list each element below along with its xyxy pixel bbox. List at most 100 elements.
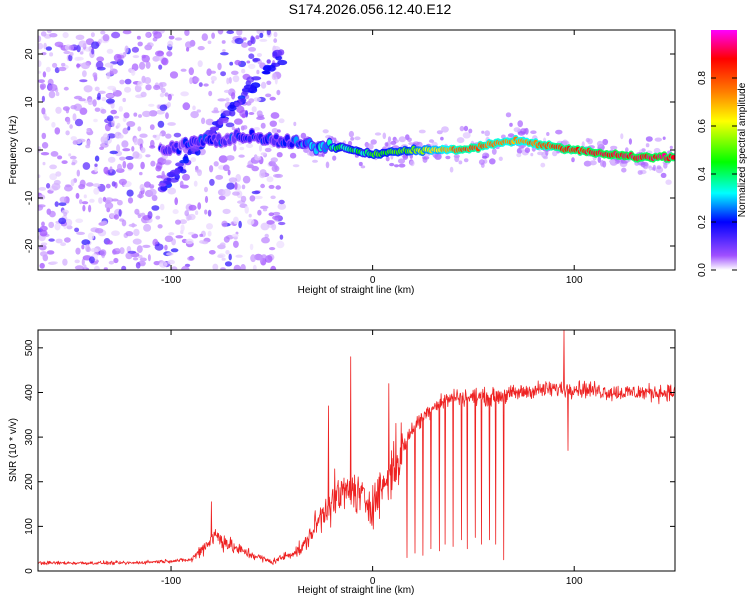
noise-blob — [94, 228, 104, 234]
noise-blob — [147, 42, 151, 49]
noise-blob — [57, 155, 63, 160]
noise-blob — [38, 187, 47, 191]
noise-blob — [240, 264, 246, 270]
noise-blob — [134, 208, 140, 215]
halo-blob — [428, 139, 435, 143]
noise-blob — [260, 183, 265, 189]
noise-blob — [40, 242, 48, 246]
carrier-cell — [273, 134, 279, 140]
noise-blob — [81, 239, 91, 246]
noise-blob — [143, 181, 151, 188]
noise-blob — [185, 238, 194, 245]
noise-blob — [152, 134, 157, 138]
noise-blob — [131, 146, 135, 152]
noise-blob — [92, 72, 98, 78]
halo-blob — [660, 172, 667, 178]
halo-blob — [348, 130, 354, 138]
noise-blob — [105, 183, 111, 189]
noise-blob — [197, 46, 205, 51]
noise-blob — [110, 64, 113, 71]
noise-blob — [170, 248, 179, 253]
noise-blob — [135, 262, 141, 269]
noise-blob — [142, 110, 151, 118]
noise-blob — [70, 136, 78, 141]
noise-blob — [76, 63, 81, 68]
halo-blob — [454, 155, 460, 163]
colorbar-gradient — [711, 30, 737, 270]
trend-blob — [240, 98, 247, 103]
noise-blob — [260, 205, 269, 210]
noise-blob — [248, 63, 256, 70]
noise-blob — [141, 54, 150, 63]
noise-blob — [277, 203, 287, 210]
colorbar-tick-label: 0.0 — [697, 263, 708, 277]
noise-blob — [196, 109, 201, 113]
noise-blob — [245, 143, 254, 149]
noise-blob — [136, 245, 143, 254]
noise-blob — [76, 169, 81, 177]
noise-blob — [49, 164, 57, 170]
noise-blob — [38, 204, 46, 208]
halo-blob — [530, 152, 534, 157]
halo-blob — [391, 145, 400, 149]
halo-blob — [656, 165, 662, 170]
noise-blob — [48, 221, 55, 229]
noise-blob — [270, 157, 278, 163]
noise-blob — [265, 93, 272, 98]
noise-blob — [75, 192, 80, 199]
noise-blob — [109, 166, 113, 173]
noise-blob — [82, 204, 86, 212]
noise-blob — [273, 38, 278, 43]
noise-blob — [123, 112, 130, 119]
halo-blob — [289, 152, 297, 159]
noise-blob — [260, 152, 267, 156]
noise-blob — [159, 203, 165, 211]
noise-blob — [167, 122, 176, 126]
noise-blob — [232, 191, 240, 196]
halo-blob — [398, 163, 406, 168]
noise-blob — [260, 81, 267, 89]
noise-blob — [272, 211, 281, 216]
noise-blob — [221, 220, 228, 228]
noise-blob — [259, 32, 264, 39]
noise-blob — [188, 67, 194, 76]
noise-blob — [55, 106, 62, 114]
noise-blob — [231, 233, 239, 238]
noise-blob — [97, 92, 101, 100]
noise-blob — [101, 96, 107, 102]
noise-blob — [79, 51, 84, 55]
halo-blob — [300, 132, 307, 139]
noise-blob — [118, 209, 122, 217]
noise-blob — [137, 80, 143, 87]
noise-blob — [93, 118, 98, 123]
snr-y-label: SNR (10 * v/v) — [8, 418, 19, 482]
noise-blob — [226, 77, 230, 85]
noise-blob — [64, 184, 73, 192]
noise-blob — [182, 173, 190, 181]
noise-blob — [49, 210, 56, 218]
colorbar-tick-label: 0.6 — [697, 119, 708, 133]
noise-blob — [138, 255, 143, 259]
noise-blob — [159, 104, 168, 111]
noise-blob — [181, 265, 190, 270]
noise-blob — [218, 155, 228, 163]
halo-blob — [543, 156, 548, 160]
noise-blob — [266, 80, 272, 86]
noise-blob — [103, 166, 109, 175]
noise-blob — [124, 86, 132, 93]
noise-blob — [264, 147, 272, 153]
noise-blob — [255, 35, 260, 40]
noise-blob — [145, 32, 151, 38]
noise-blob — [232, 75, 238, 82]
halo-blob — [354, 136, 361, 141]
trend-blob — [275, 55, 282, 61]
noise-blob — [271, 165, 280, 173]
noise-blob — [91, 41, 100, 49]
noise-blob — [167, 259, 175, 265]
noise-blob — [91, 48, 95, 55]
noise-blob — [133, 112, 138, 117]
trend-blob — [166, 177, 172, 182]
noise-blob — [113, 53, 122, 62]
noise-blob — [75, 34, 85, 40]
noise-blob — [78, 40, 87, 48]
